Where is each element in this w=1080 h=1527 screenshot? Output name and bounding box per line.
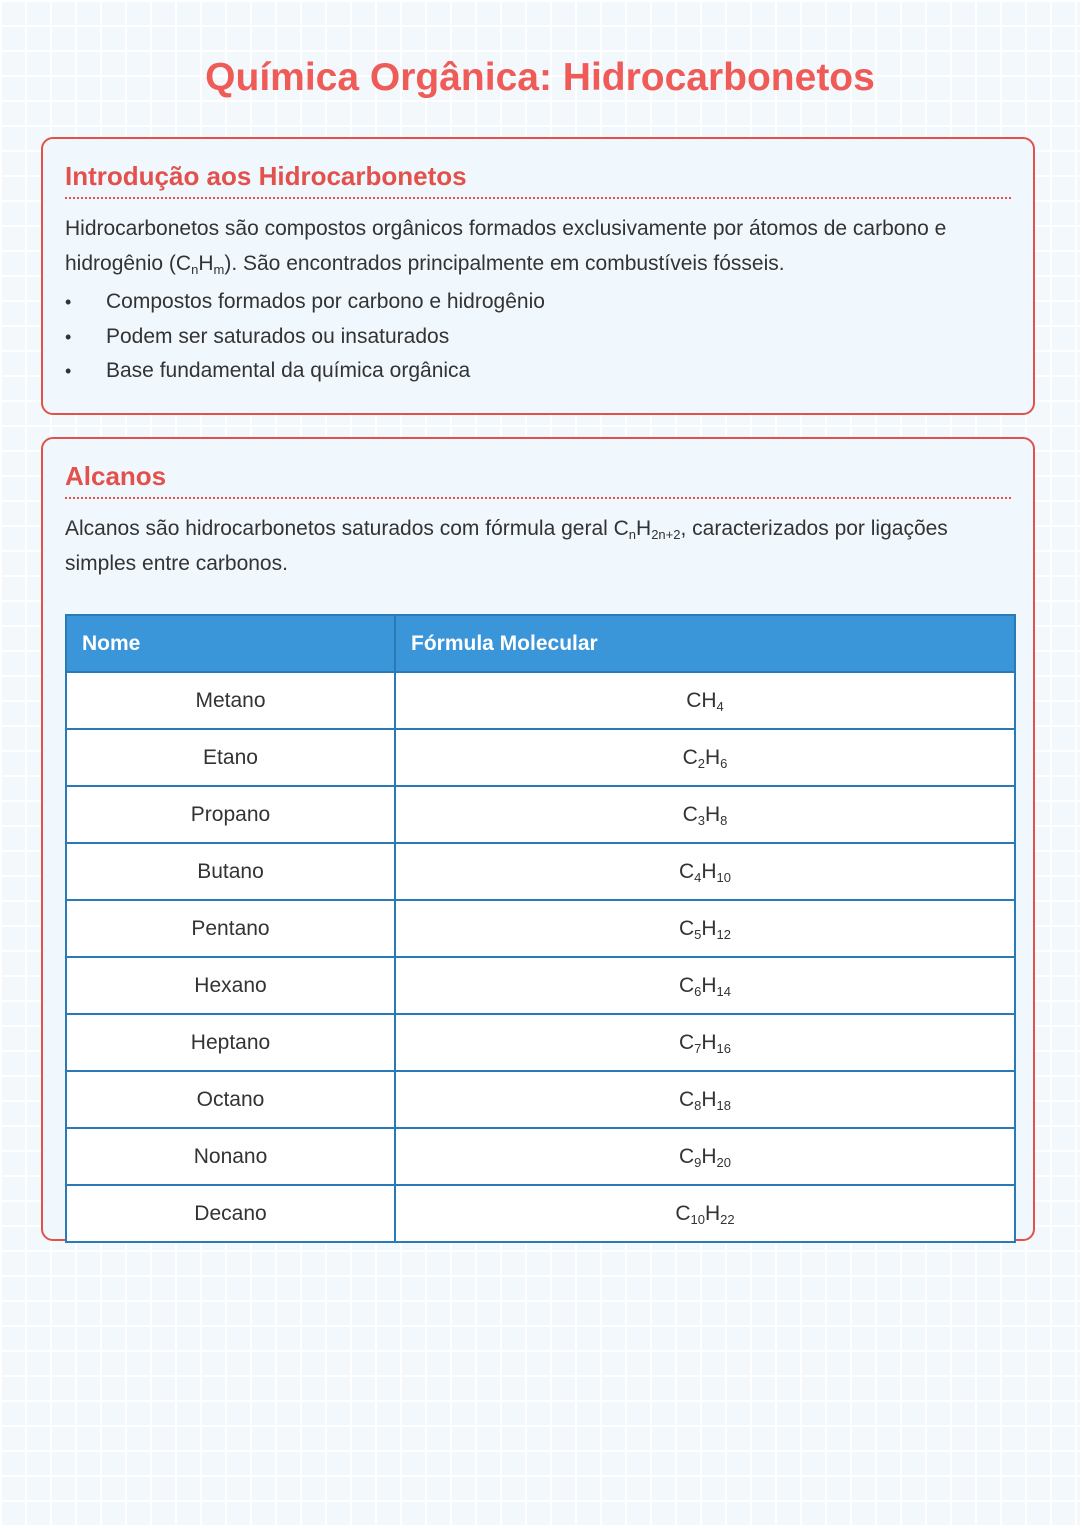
intro-section: Introdução aos Hidrocarbonetos Hidrocarb… [41,137,1035,415]
intro-paragraph: Hidrocarbonetos são compostos orgânicos … [65,217,947,277]
molecular-formula: C6H14 [394,956,1016,1015]
alkane-name: Hexano [65,956,396,1015]
intro-heading: Introdução aos Hidrocarbonetos [65,159,1011,199]
alkane-name: Pentano [65,899,396,958]
alkane-name: Octano [65,1070,396,1129]
list-item: Compostos formados por carbono e hidrogê… [65,285,1011,320]
table-row: Nonano C9H20 [65,1127,1016,1186]
table-row: Etano C2H6 [65,728,1016,787]
molecular-formula: C8H18 [394,1070,1016,1129]
alkanes-section: Alcanos Alcanos são hidrocarbonetos satu… [41,437,1035,1243]
column-header-name: Nome [65,614,396,673]
alkanes-table: Nome Fórmula Molecular Metano CH4 Etano C… [65,614,1016,1243]
molecular-formula: C4H10 [394,842,1016,901]
molecular-formula: C5H12 [394,899,1016,958]
table-row: Metano CH4 [65,671,1016,730]
molecular-formula: CH4 [394,671,1016,730]
alkane-name: Heptano [65,1013,396,1072]
table-row: Butano C4H10 [65,842,1016,901]
alkane-name: Metano [65,671,396,730]
molecular-formula: C9H20 [394,1127,1016,1186]
alkanes-paragraph: Alcanos são hidrocarbonetos saturados co… [65,517,948,575]
table-row: Octano C8H18 [65,1070,1016,1129]
alkane-name: Decano [65,1184,396,1243]
table-row: Hexano C6H14 [65,956,1016,1015]
intro-bullet-list: Compostos formados por carbono e hidrogê… [65,285,1011,389]
alkane-name: Butano [65,842,396,901]
molecular-formula: C10H22 [394,1184,1016,1243]
alkane-name: Etano [65,728,396,787]
table-row: Propano C3H8 [65,785,1016,844]
column-header-formula: Fórmula Molecular [394,614,1016,673]
table-row: Heptano C7H16 [65,1013,1016,1072]
alkane-name: Nonano [65,1127,396,1186]
list-item: Podem ser saturados ou insaturados [65,320,1011,355]
page-title: Química Orgânica: Hidrocarbonetos [205,56,875,99]
list-item: Base fundamental da química orgânica [65,354,1011,389]
molecular-formula: C7H16 [394,1013,1016,1072]
table-row: Pentano C5H12 [65,899,1016,958]
alkanes-heading: Alcanos [65,459,1011,499]
molecular-formula: C3H8 [394,785,1016,844]
table-row: Decano C10H22 [65,1184,1016,1243]
alkane-name: Propano [65,785,396,844]
molecular-formula: C2H6 [394,728,1016,787]
